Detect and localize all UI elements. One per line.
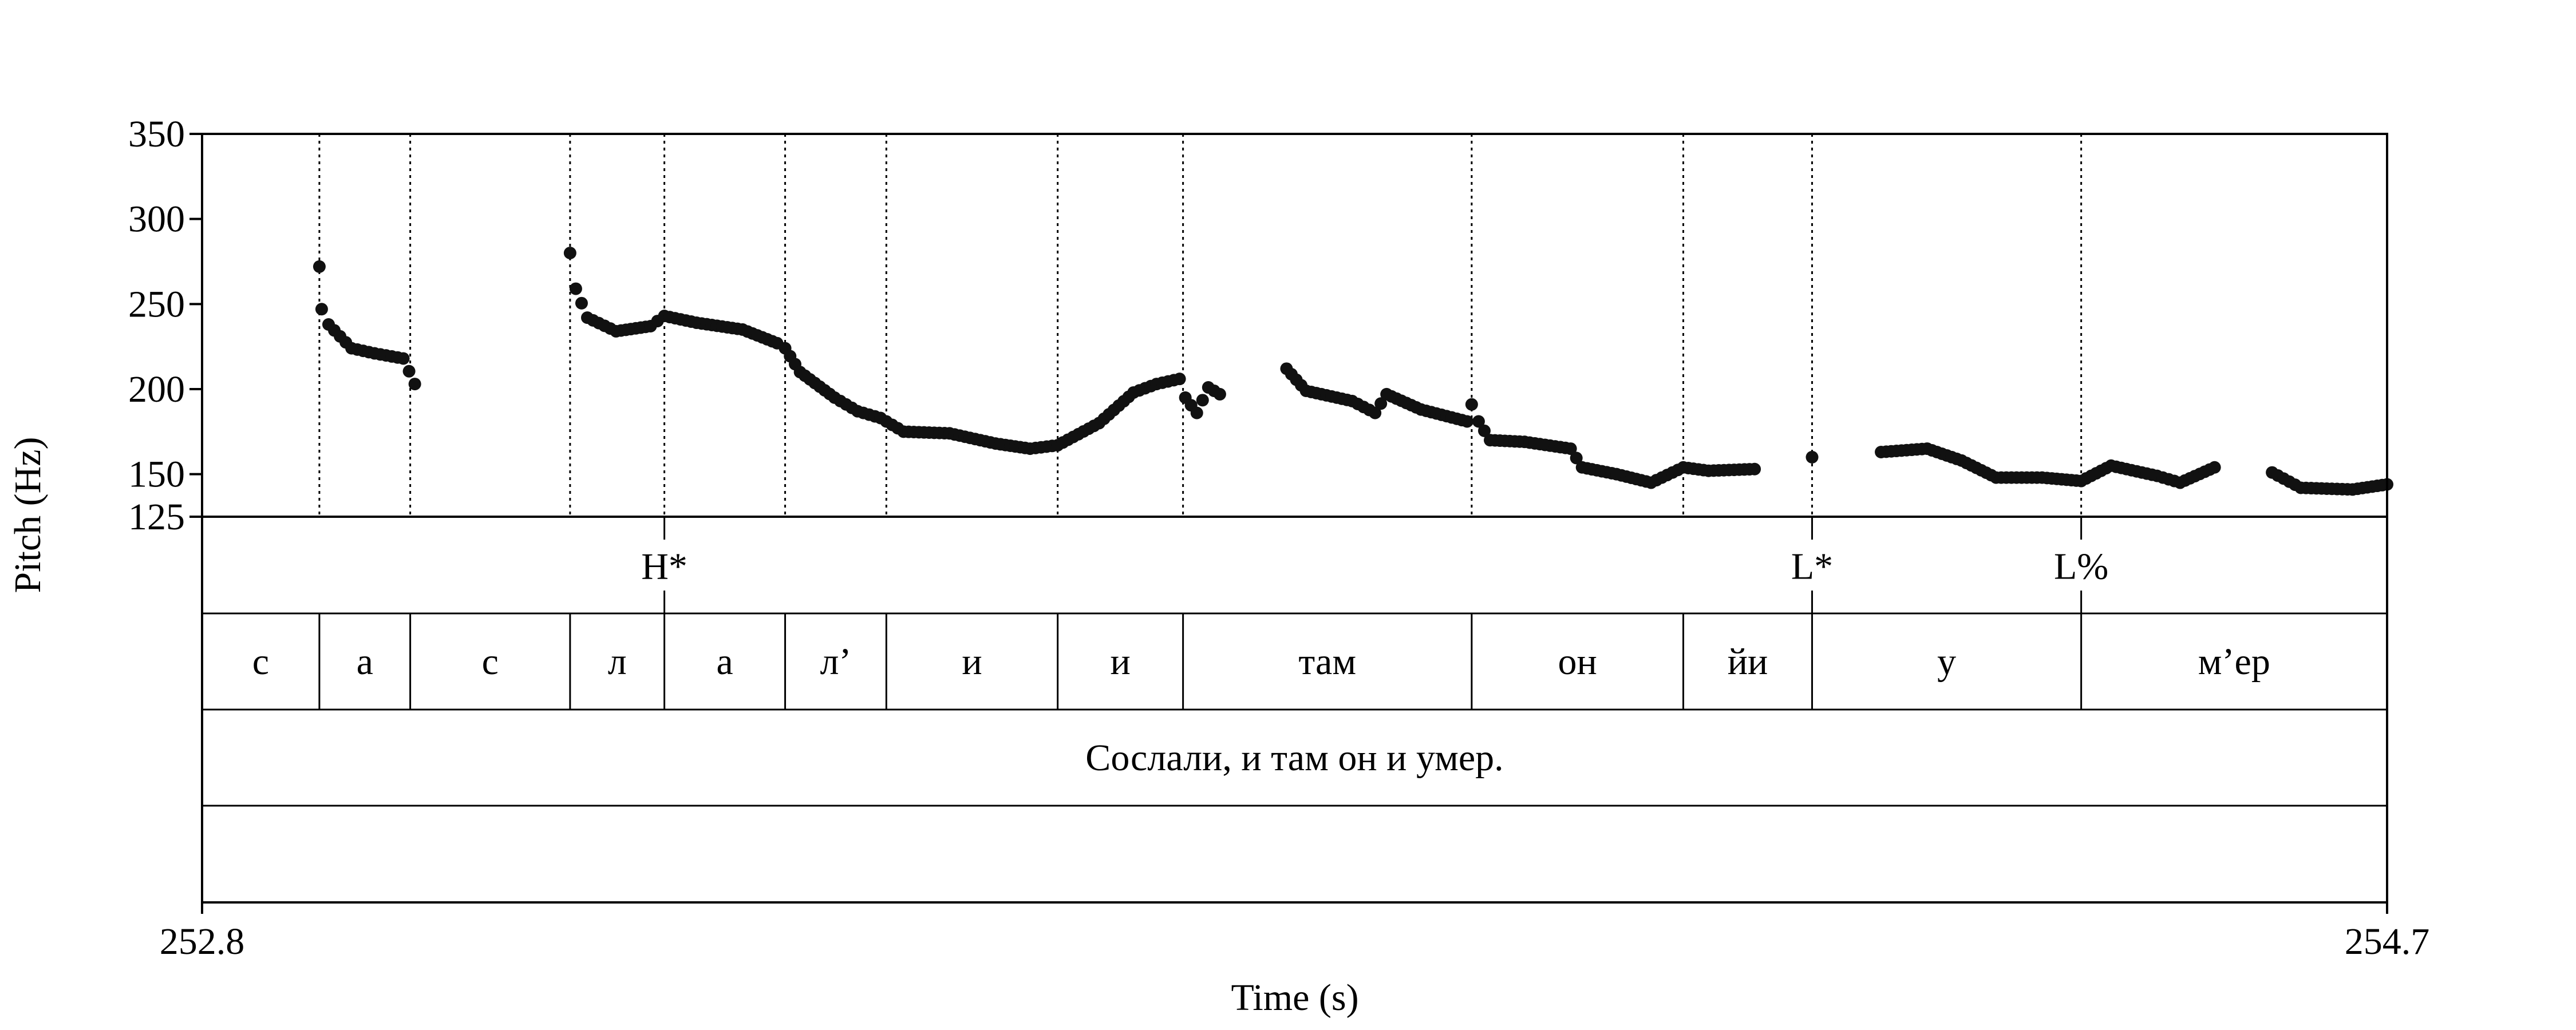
syllable-label: м’ер (2198, 641, 2270, 683)
pitch-point (1570, 451, 1583, 465)
syllable-label: а (716, 641, 733, 683)
pitch-point (1173, 373, 1186, 386)
syllable-label: л’ (820, 641, 851, 683)
pitch-points (313, 247, 2393, 496)
y-tick-label: 200 (128, 369, 185, 410)
pitch-point (1477, 424, 1491, 437)
y-tick-label: 350 (128, 113, 185, 155)
tone-label: H* (641, 546, 688, 588)
pitch-point (1213, 387, 1226, 401)
syllable-label: там (1298, 641, 1356, 683)
y-axis-label: Pitch (Hz) (7, 437, 49, 593)
pitch-point (1190, 406, 1203, 419)
syllable-label: а (357, 641, 373, 683)
x-axis-label: Time (s) (1231, 977, 1358, 1019)
pitch-point (1748, 462, 1761, 476)
pitch-point (1460, 415, 1473, 428)
y-tick-label: 150 (128, 454, 185, 496)
syllable-label: с (252, 641, 269, 683)
x-tick-label: 252.8 (160, 921, 245, 962)
pitch-point (1196, 394, 1209, 407)
pitch-point (1465, 398, 1478, 411)
y-tick-label: 125 (128, 496, 185, 538)
pitch-point (408, 378, 421, 391)
tone-label: L* (1791, 546, 1833, 588)
syllable-label: йи (1728, 641, 1768, 683)
pitch-point (1805, 450, 1819, 464)
syllable-label: л (608, 641, 627, 683)
pitch-point (1564, 442, 1577, 455)
boundary-lines (318, 134, 2083, 517)
syllable-label: с (482, 641, 499, 683)
syllable-label: он (1558, 641, 1597, 683)
tiers: H* L* L% с а с л а л’ и и там он йи у м’ер Сослали, и та… (201, 516, 2388, 904)
x-tick-label: 254.7 (2345, 921, 2430, 962)
pitch-point (313, 260, 326, 273)
y-tick-label: 300 (128, 199, 185, 240)
pitch-point (1472, 415, 1485, 428)
pitch-point (575, 296, 588, 310)
pitch-point (402, 365, 416, 378)
pitch-panel-frame (201, 133, 2388, 518)
pitch-point (1369, 406, 1382, 419)
y-tick-label: 250 (128, 283, 185, 325)
pitch-point (315, 303, 328, 316)
pitch-point (397, 352, 410, 365)
sentence-label: Сослали, и там он и умер. (1085, 737, 1503, 779)
tone-label: L% (2054, 546, 2108, 588)
syllable-label: и (1110, 641, 1130, 683)
pitch-point (2208, 461, 2221, 474)
syllable-label: и (962, 641, 982, 683)
syllable-label: у (1937, 641, 1956, 683)
pitch-point (1374, 397, 1388, 410)
pitch-point (563, 247, 576, 260)
pitch-point (569, 282, 582, 295)
